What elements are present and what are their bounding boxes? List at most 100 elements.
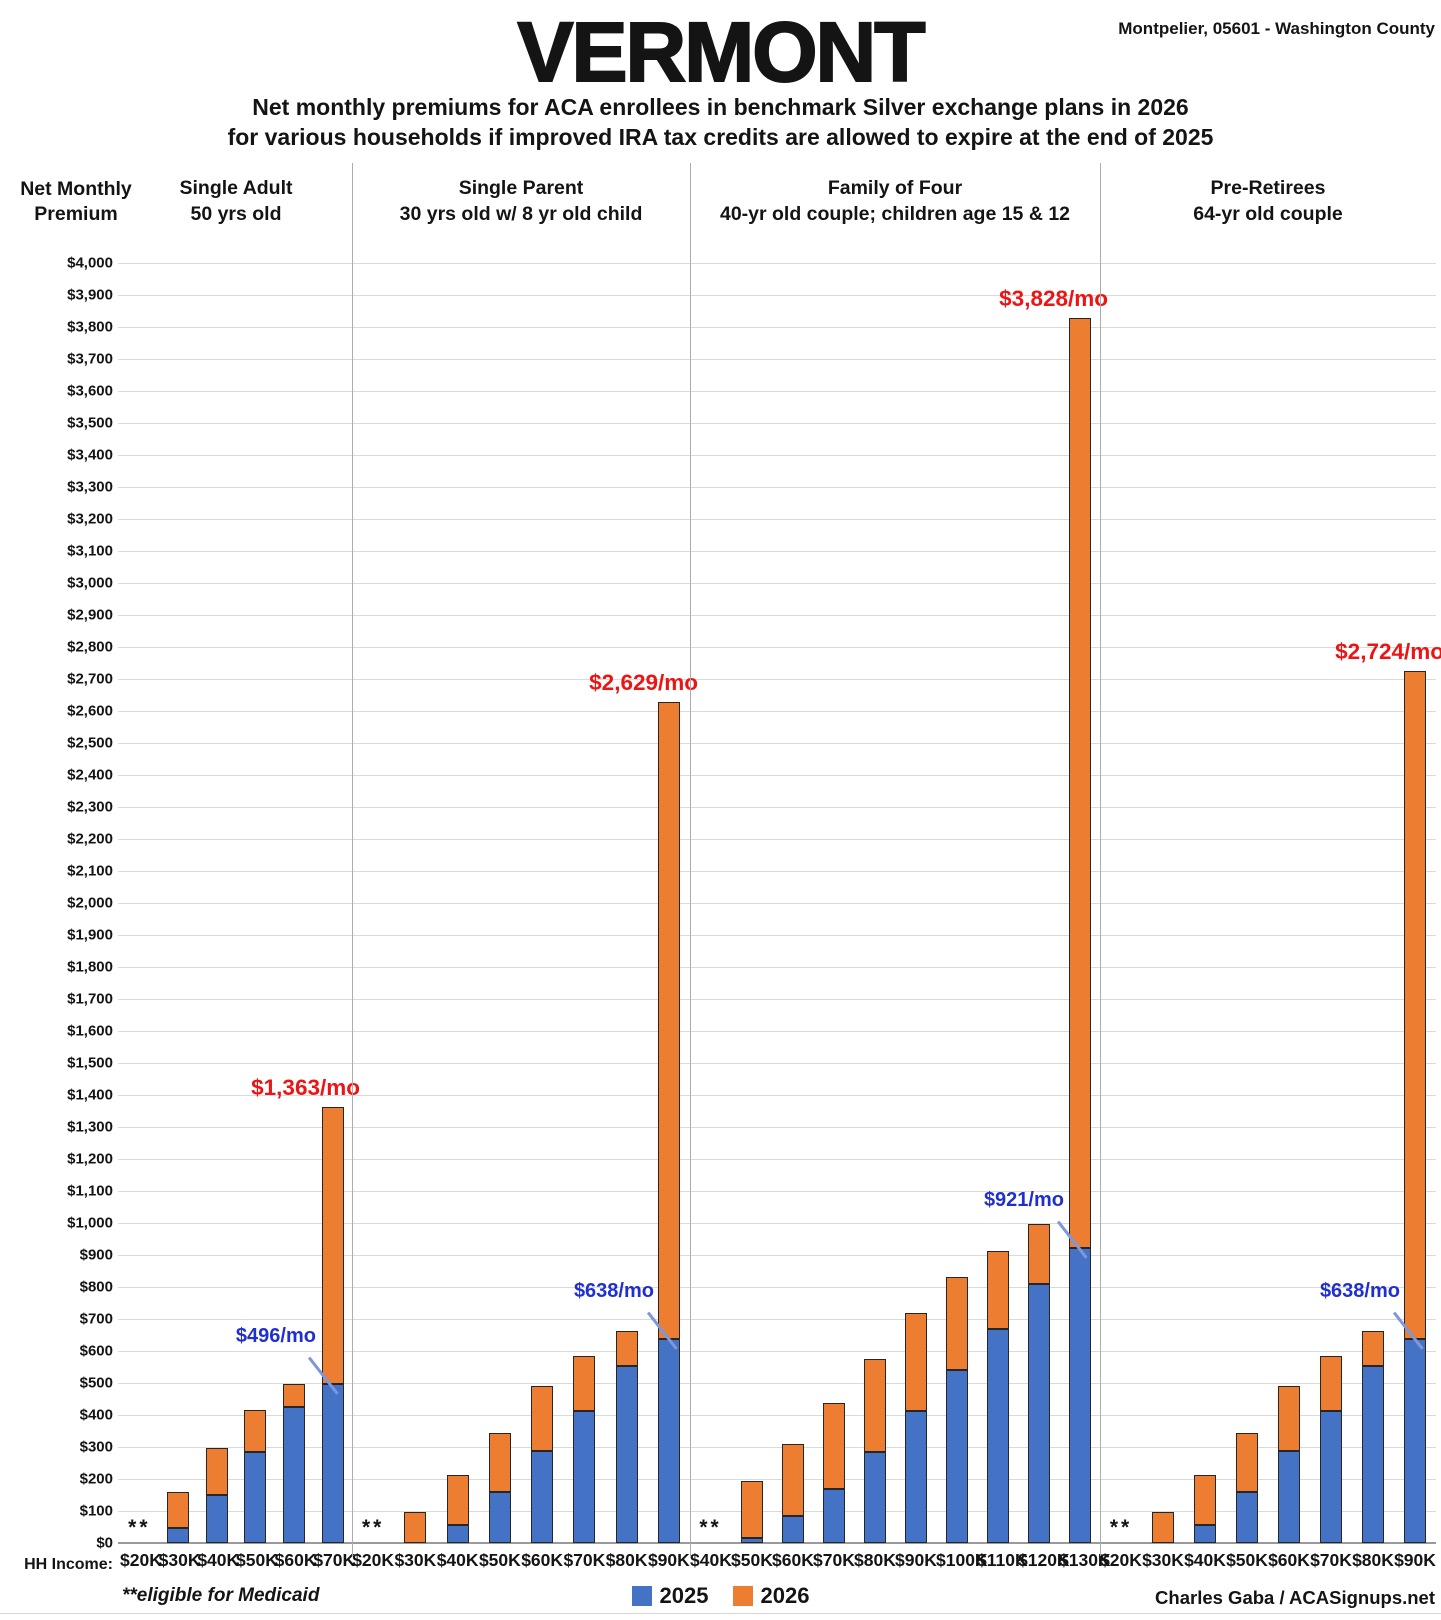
bar-stack	[1194, 1475, 1216, 1543]
y-tick-label: $1,400	[67, 1086, 113, 1104]
y-tick-label: $3,000	[67, 574, 113, 592]
y-tick-label: $2,100	[67, 862, 113, 880]
bar-stack	[781, 1443, 804, 1543]
bar-stack	[205, 1447, 228, 1543]
x-tick-label: $110K	[977, 1550, 1028, 1570]
gridline	[118, 487, 1436, 488]
gridline	[118, 1319, 1436, 1320]
x-tick-label: $20K	[1100, 1550, 1142, 1570]
bar-2025-segment	[1320, 1410, 1342, 1543]
x-tick-label: $20K	[120, 1550, 162, 1570]
x-tick-label: $80K	[605, 1550, 648, 1570]
gridline	[118, 1287, 1436, 1288]
y-tick-label: $800	[79, 1278, 113, 1296]
location-label: Montpelier, 05601 - Washington County	[1118, 19, 1435, 38]
x-tick-label: $70K	[1310, 1550, 1352, 1570]
gridline	[118, 1095, 1436, 1096]
x-tick-label: $70K	[313, 1550, 356, 1570]
x-axis-label: HH Income:	[24, 1556, 113, 1573]
y-tick-label: $1,800	[67, 958, 113, 976]
bar-slot: **	[352, 263, 394, 1543]
y-tick-label: $500	[79, 1374, 113, 1392]
group-header-line1: Family of Four	[827, 177, 963, 199]
y-tick-label: $700	[79, 1310, 113, 1328]
bar-2026-segment	[781, 1443, 804, 1516]
gridline	[118, 615, 1436, 616]
x-tick-label: $80K	[1352, 1550, 1394, 1570]
group-header-line2: 64-yr old couple	[1193, 202, 1343, 225]
bar-slot: $1,363/mo $496/mo	[236, 263, 360, 1543]
y-axis-title-line1: Net Monthly	[20, 178, 132, 200]
bar-stack	[863, 1359, 886, 1543]
group-divider	[690, 163, 691, 1556]
gridline	[118, 583, 1436, 584]
y-tick-label: $2,200	[67, 830, 113, 848]
legend-item-2025: 2025	[631, 1583, 709, 1609]
bar-2026-segment	[282, 1383, 305, 1407]
bar-stack	[740, 1480, 763, 1543]
gridline	[118, 935, 1436, 936]
legend-label-2026: 2026	[760, 1583, 810, 1608]
x-tick-label: $40K	[690, 1550, 732, 1570]
x-tick-label: $90K	[647, 1550, 690, 1570]
bar-2025-segment	[822, 1488, 845, 1543]
bar-2026-segment	[1236, 1432, 1258, 1493]
bar-2025-segment	[863, 1451, 886, 1543]
x-tick-label: $120K	[1018, 1550, 1070, 1570]
y-axis-title-line2: Premium	[34, 203, 118, 226]
bar-stack	[404, 1511, 427, 1543]
gridline	[118, 1415, 1436, 1416]
x-tick-label: $130K	[1059, 1550, 1111, 1570]
gridline	[118, 359, 1436, 360]
bar-2026-segment	[205, 1447, 228, 1495]
bar-slot	[977, 263, 1018, 1543]
gridline	[118, 1479, 1436, 1480]
bar-group: ** $3,828/mo $921/mo	[690, 263, 1108, 1543]
x-tick-label: $50K	[731, 1550, 773, 1570]
y-tick-label: $4,000	[67, 254, 113, 272]
bar-slot	[236, 263, 275, 1543]
bar-2026-segment	[166, 1491, 189, 1528]
gridline	[118, 1542, 1436, 1544]
x-tick-label: $30K	[1142, 1550, 1184, 1570]
gridline	[118, 1223, 1436, 1224]
bar-slot	[895, 263, 936, 1543]
y-tick-label: $300	[79, 1438, 113, 1456]
bar-2026-segment	[446, 1475, 469, 1526]
group-header-line2: 40-yr old couple; children age 15 & 12	[719, 202, 1071, 225]
x-tick-label: $40K	[1184, 1550, 1226, 1570]
gridline	[118, 1159, 1436, 1160]
bar-2026-segment	[1068, 318, 1091, 1249]
bar-slot	[1226, 263, 1268, 1543]
bar-2025-segment	[1362, 1366, 1384, 1543]
gridline	[118, 807, 1436, 808]
y-tick-label: $100	[79, 1502, 113, 1520]
bar-stack	[945, 1277, 968, 1543]
group-header: Family of Four 40-yr old couple; children…	[690, 176, 1100, 227]
x-tick-label: $90K	[1394, 1550, 1436, 1570]
gridline	[118, 679, 1436, 680]
bar-slot	[1268, 263, 1310, 1543]
x-tick-label: $60K	[772, 1550, 814, 1570]
x-tick-label: $80K	[854, 1550, 896, 1570]
x-tick-label: $50K	[236, 1550, 278, 1570]
x-tick-label: $60K	[1268, 1550, 1310, 1570]
y-tick-label: $200	[79, 1470, 113, 1488]
group-header-line2: 30 yrs old w/ 8 yr old child	[399, 202, 643, 225]
gridline	[118, 711, 1436, 712]
medicaid-marker: **	[361, 1516, 385, 1539]
x-tick-label: $70K	[813, 1550, 855, 1570]
gridline	[118, 999, 1436, 1000]
y-tick-label: $1,600	[67, 1022, 113, 1040]
bar-slot	[854, 263, 895, 1543]
group-header: Pre-Retirees 64-yr old couple	[1100, 176, 1436, 227]
gridline	[118, 871, 1436, 872]
bar-2026-segment	[863, 1359, 886, 1452]
bar-2026-segment	[404, 1511, 427, 1543]
gridline	[118, 327, 1436, 328]
x-tick-label: $70K	[563, 1550, 606, 1570]
gridline	[118, 455, 1436, 456]
y-tick-label: $400	[79, 1406, 113, 1424]
bar-stack	[1320, 1356, 1342, 1543]
gridline	[118, 1511, 1436, 1512]
